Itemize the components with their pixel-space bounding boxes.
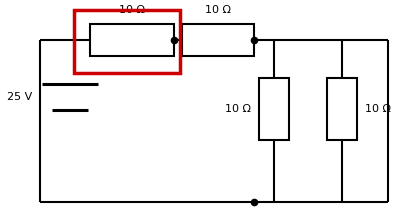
Text: 10 Ω: 10 Ω	[365, 104, 391, 114]
Bar	[74, 10, 180, 73]
Text: 10 Ω: 10 Ω	[119, 5, 145, 15]
Bar	[327, 78, 357, 140]
Bar	[182, 24, 254, 56]
Bar	[259, 78, 289, 140]
Bar	[90, 24, 174, 56]
Text: 10 Ω: 10 Ω	[205, 5, 231, 15]
Text: 10 Ω: 10 Ω	[225, 104, 251, 114]
Text: 25 V: 25 V	[7, 92, 32, 102]
